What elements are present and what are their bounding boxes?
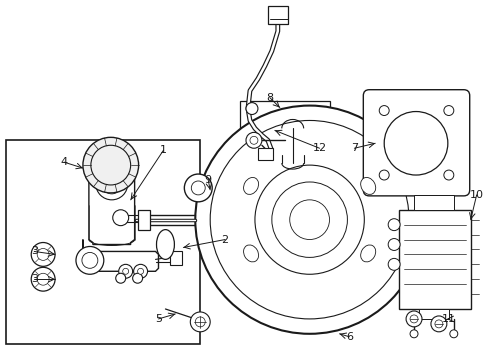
Bar — [398, 210, 470, 309]
Text: 12: 12 — [312, 143, 326, 153]
Circle shape — [379, 105, 388, 116]
Text: 10: 10 — [468, 190, 483, 200]
Circle shape — [137, 268, 143, 274]
Text: 5: 5 — [155, 314, 162, 324]
Bar — [413, 195, 453, 210]
Text: 8: 8 — [266, 93, 273, 103]
Bar — [418, 309, 448, 319]
Text: 4: 4 — [61, 157, 67, 167]
Polygon shape — [97, 165, 124, 178]
Ellipse shape — [243, 245, 258, 262]
Text: 9: 9 — [204, 175, 211, 185]
Circle shape — [409, 315, 417, 323]
Circle shape — [82, 252, 98, 268]
Circle shape — [113, 210, 128, 226]
Text: 11: 11 — [441, 314, 455, 324]
Circle shape — [379, 170, 388, 180]
Polygon shape — [83, 239, 158, 271]
Circle shape — [116, 273, 125, 283]
Circle shape — [210, 121, 408, 319]
Ellipse shape — [360, 245, 375, 262]
Circle shape — [245, 103, 257, 114]
FancyBboxPatch shape — [363, 90, 469, 196]
Circle shape — [76, 247, 103, 274]
Bar — [257, 148, 272, 160]
Circle shape — [184, 174, 212, 202]
Circle shape — [449, 330, 457, 338]
Circle shape — [384, 112, 447, 175]
Text: 7: 7 — [350, 143, 357, 153]
Ellipse shape — [156, 230, 174, 260]
Circle shape — [133, 264, 147, 278]
Circle shape — [31, 243, 55, 266]
Circle shape — [387, 219, 399, 231]
Circle shape — [195, 317, 205, 327]
Text: 3: 3 — [31, 274, 38, 284]
Circle shape — [249, 136, 257, 144]
Circle shape — [409, 330, 417, 338]
Circle shape — [96, 168, 127, 200]
Circle shape — [91, 145, 130, 185]
Circle shape — [443, 170, 453, 180]
Circle shape — [122, 268, 128, 274]
Bar — [240, 100, 329, 175]
Circle shape — [195, 105, 423, 334]
Circle shape — [387, 258, 399, 270]
Bar — [267, 6, 287, 24]
Circle shape — [119, 264, 132, 278]
Circle shape — [37, 248, 49, 260]
Ellipse shape — [360, 177, 375, 194]
Bar — [6, 140, 200, 344]
Circle shape — [289, 200, 329, 239]
Text: 6: 6 — [345, 332, 352, 342]
Circle shape — [405, 311, 421, 327]
Bar — [170, 251, 182, 265]
Bar — [137, 210, 149, 230]
Circle shape — [190, 312, 210, 332]
Text: 3: 3 — [31, 247, 38, 256]
Circle shape — [430, 316, 446, 332]
Circle shape — [271, 182, 346, 257]
Circle shape — [434, 320, 442, 328]
Circle shape — [245, 132, 262, 148]
Ellipse shape — [243, 177, 258, 194]
Circle shape — [132, 273, 142, 283]
Polygon shape — [89, 178, 134, 244]
Circle shape — [102, 174, 122, 194]
Circle shape — [37, 273, 49, 285]
Circle shape — [387, 239, 399, 251]
Text: 1: 1 — [160, 145, 166, 155]
Text: 2: 2 — [221, 234, 228, 244]
Circle shape — [191, 181, 205, 195]
Circle shape — [31, 267, 55, 291]
Circle shape — [83, 137, 138, 193]
Circle shape — [443, 105, 453, 116]
Circle shape — [254, 165, 364, 274]
